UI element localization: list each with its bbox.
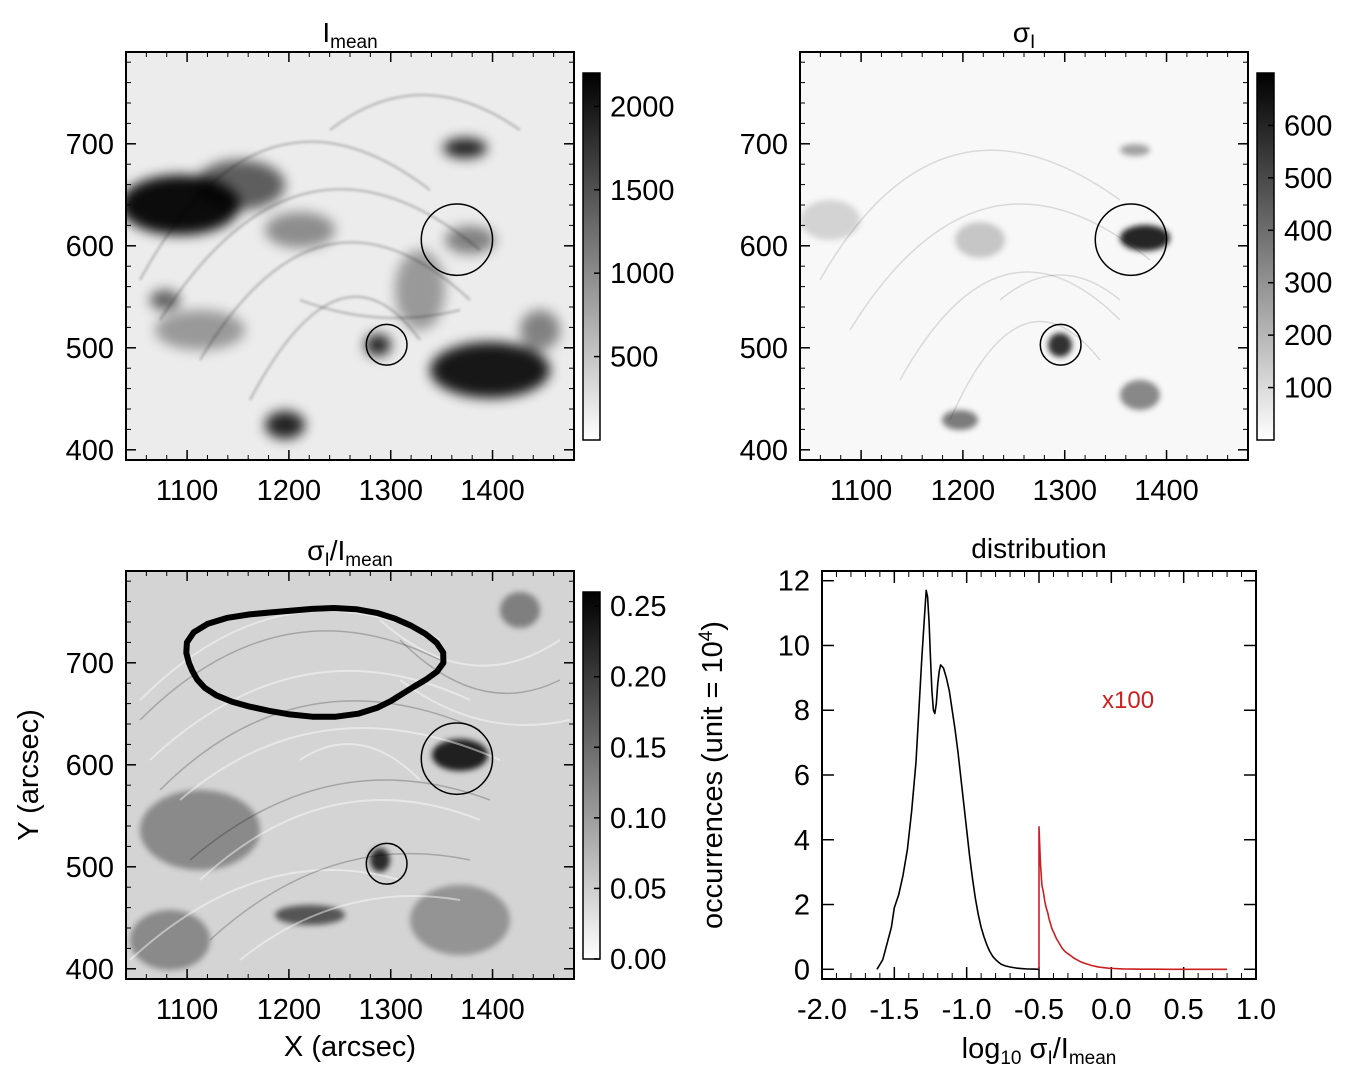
imean-colorbar-label: 500 — [610, 342, 658, 374]
sigma-colorbar-label: 500 — [1284, 163, 1332, 195]
imean-y-tick-label: 400 — [66, 435, 114, 467]
distribution-annotation: x100 — [1102, 687, 1154, 714]
imean-image — [126, 52, 574, 460]
imean-x-tick-label: 1400 — [460, 475, 525, 507]
ratio-colorbar-label: 0.00 — [610, 944, 666, 976]
ratio-image — [126, 571, 574, 979]
sigma-colorbar-label: 200 — [1284, 320, 1332, 352]
imean-x-tick-label: 1100 — [156, 475, 218, 507]
region-circle — [420, 722, 494, 796]
sigma-y-tick-label: 400 — [740, 435, 788, 467]
distribution-x-tick-label: -2.0 — [797, 994, 847, 1026]
ratio-colorbar-label: 0.05 — [610, 873, 666, 905]
imean-y-tick-label: 700 — [66, 129, 114, 161]
region-circle — [420, 203, 494, 277]
ratio-y-tick-label: 400 — [66, 954, 114, 986]
sigma-title: σI — [1013, 17, 1036, 53]
ratio-x-tick-label: 1200 — [257, 994, 322, 1026]
distribution-x-tick-label: 0.5 — [1164, 994, 1204, 1026]
ratio-x-tick-label: 1300 — [358, 994, 423, 1026]
sigma-colorbar-label: 300 — [1284, 268, 1332, 300]
region-circle — [1039, 323, 1082, 366]
sigma-y-tick-label: 700 — [740, 129, 788, 161]
distribution-x-tick-label: 1.0 — [1236, 994, 1276, 1026]
ratio-title: σI/Imean — [307, 535, 393, 571]
panel-sigma: 1100 1200 1300 1400 400 500 600 700 σI 100 200 30… — [740, 17, 1333, 507]
region-circle — [365, 323, 408, 366]
sigma-x-tick-label: 1400 — [1134, 475, 1199, 507]
panel-ratio: 1100 1200 1300 1400 400 500 600 700 σI/Imean X … — [13, 535, 666, 1063]
imean-colorbar — [582, 72, 601, 441]
sigma-y-tick-label: 500 — [740, 333, 788, 365]
ratio-colorbar-label: 0.15 — [610, 732, 666, 764]
sigma-image — [800, 52, 1248, 460]
distribution-x-axis-title: log10 σI/Imean — [962, 1033, 1117, 1069]
panel-distribution: -2.0 -1.5 -1.0 -0.5 0.0 0.5 1.0 0 2 4 6 8 10 12 distr… — [696, 533, 1276, 1069]
imean-colorbar-label: 2000 — [610, 91, 675, 123]
imean-y-tick-label: 600 — [66, 231, 114, 263]
imean-x-tick-label: 1300 — [358, 475, 423, 507]
sigma-colorbar-label: 100 — [1284, 373, 1332, 405]
region-circle — [365, 842, 408, 885]
distribution-line-x100 — [1038, 825, 1228, 971]
ratio-y-tick-label: 500 — [66, 852, 114, 884]
outlined-region — [183, 605, 447, 720]
distribution-y-axis-title: occurrences (unit = 104) — [696, 621, 729, 929]
ratio-x-tick-label: 1100 — [156, 994, 218, 1026]
sigma-colorbar — [1256, 72, 1275, 441]
sigma-x-tick-label: 1100 — [830, 475, 892, 507]
distribution-y-tick-label: 12 — [778, 566, 810, 598]
ratio-x-axis-title: X (arcsec) — [284, 1031, 416, 1063]
ratio-colorbar — [582, 591, 601, 960]
distribution-x-tick-label: -0.5 — [1014, 994, 1064, 1026]
ratio-y-axis-title: Y (arcsec) — [13, 709, 45, 841]
sigma-x-tick-label: 1200 — [931, 475, 996, 507]
distribution-y-tick-label: 10 — [778, 630, 810, 662]
sigma-colorbar-label: 400 — [1284, 215, 1332, 247]
sigma-x-tick-label: 1300 — [1032, 475, 1097, 507]
distribution-y-tick-label: 0 — [794, 954, 810, 986]
ratio-y-tick-label: 700 — [66, 648, 114, 680]
imean-y-tick-label: 500 — [66, 333, 114, 365]
distribution-title: distribution — [971, 533, 1106, 564]
ratio-colorbar-label: 0.20 — [610, 662, 666, 694]
distribution-y-tick-label: 2 — [794, 890, 810, 922]
distribution-x-tick-label: -1.5 — [869, 994, 919, 1026]
sigma-y-tick-label: 600 — [740, 231, 788, 263]
distribution-line — [876, 589, 1040, 971]
distribution-y-tick-label: 4 — [794, 825, 810, 857]
imean-colorbar-label: 1500 — [610, 175, 675, 207]
ratio-colorbar-label: 0.10 — [610, 803, 666, 835]
distribution-y-tick-label: 8 — [794, 695, 810, 727]
distribution-x-tick-label: -1.0 — [942, 994, 992, 1026]
ratio-colorbar-label: 0.25 — [610, 591, 666, 623]
imean-colorbar-label: 1000 — [610, 258, 675, 290]
ratio-x-tick-label: 1400 — [460, 994, 525, 1026]
panel-imean: 1100 1200 1300 1400 400 500 600 700 Imean 500 10… — [66, 17, 675, 507]
distribution-y-tick-label: 6 — [794, 760, 810, 792]
region-circle — [1094, 203, 1168, 277]
ratio-y-tick-label: 600 — [66, 750, 114, 782]
imean-title: Imean — [322, 17, 377, 53]
distribution-x-tick-label: 0.0 — [1091, 994, 1131, 1026]
imean-x-tick-label: 1200 — [257, 475, 322, 507]
sigma-colorbar-label: 600 — [1284, 110, 1332, 142]
